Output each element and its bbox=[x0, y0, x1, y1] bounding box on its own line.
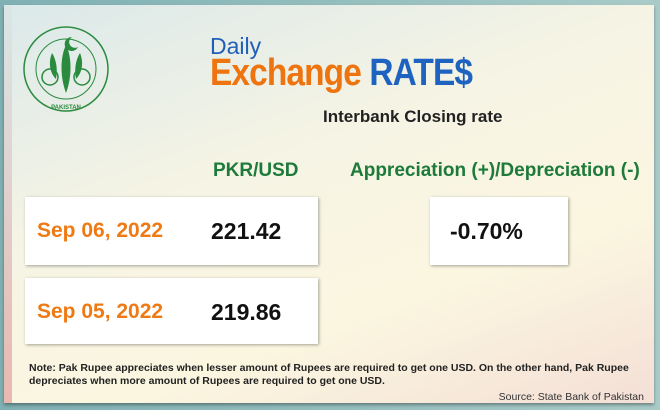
row-date: Sep 06, 2022 bbox=[37, 219, 164, 242]
source: Source: State Bank of Pakistan bbox=[498, 391, 644, 403]
row-rate: 221.42 bbox=[211, 218, 282, 244]
row-date: Sep 05, 2022 bbox=[37, 300, 164, 323]
title-rates: RATE$ bbox=[369, 52, 473, 94]
change-box: -0.70% bbox=[430, 197, 568, 265]
title-exchange: Exchange bbox=[210, 52, 362, 94]
subtitle: Interbank Closing rate bbox=[323, 107, 503, 126]
rate-row: Sep 05, 2022 219.86 bbox=[25, 278, 318, 344]
title-exchange-rates: Exchange RATE$ bbox=[210, 52, 473, 95]
title-daily: Daily bbox=[210, 33, 262, 59]
svg-text:PAKISTAN: PAKISTAN bbox=[51, 105, 81, 111]
state-bank-logo: PAKISTAN bbox=[23, 26, 109, 112]
rate-row: Sep 06, 2022 221.42 bbox=[25, 197, 318, 265]
column-pair: PKR/USD bbox=[213, 160, 299, 181]
row-rate: 219.86 bbox=[211, 299, 282, 325]
column-change: Appreciation (+)/Depreciation (-) bbox=[350, 160, 640, 181]
note: Note: Pak Rupee appreciates when lesser … bbox=[29, 362, 629, 387]
change-value: -0.70% bbox=[450, 218, 523, 244]
